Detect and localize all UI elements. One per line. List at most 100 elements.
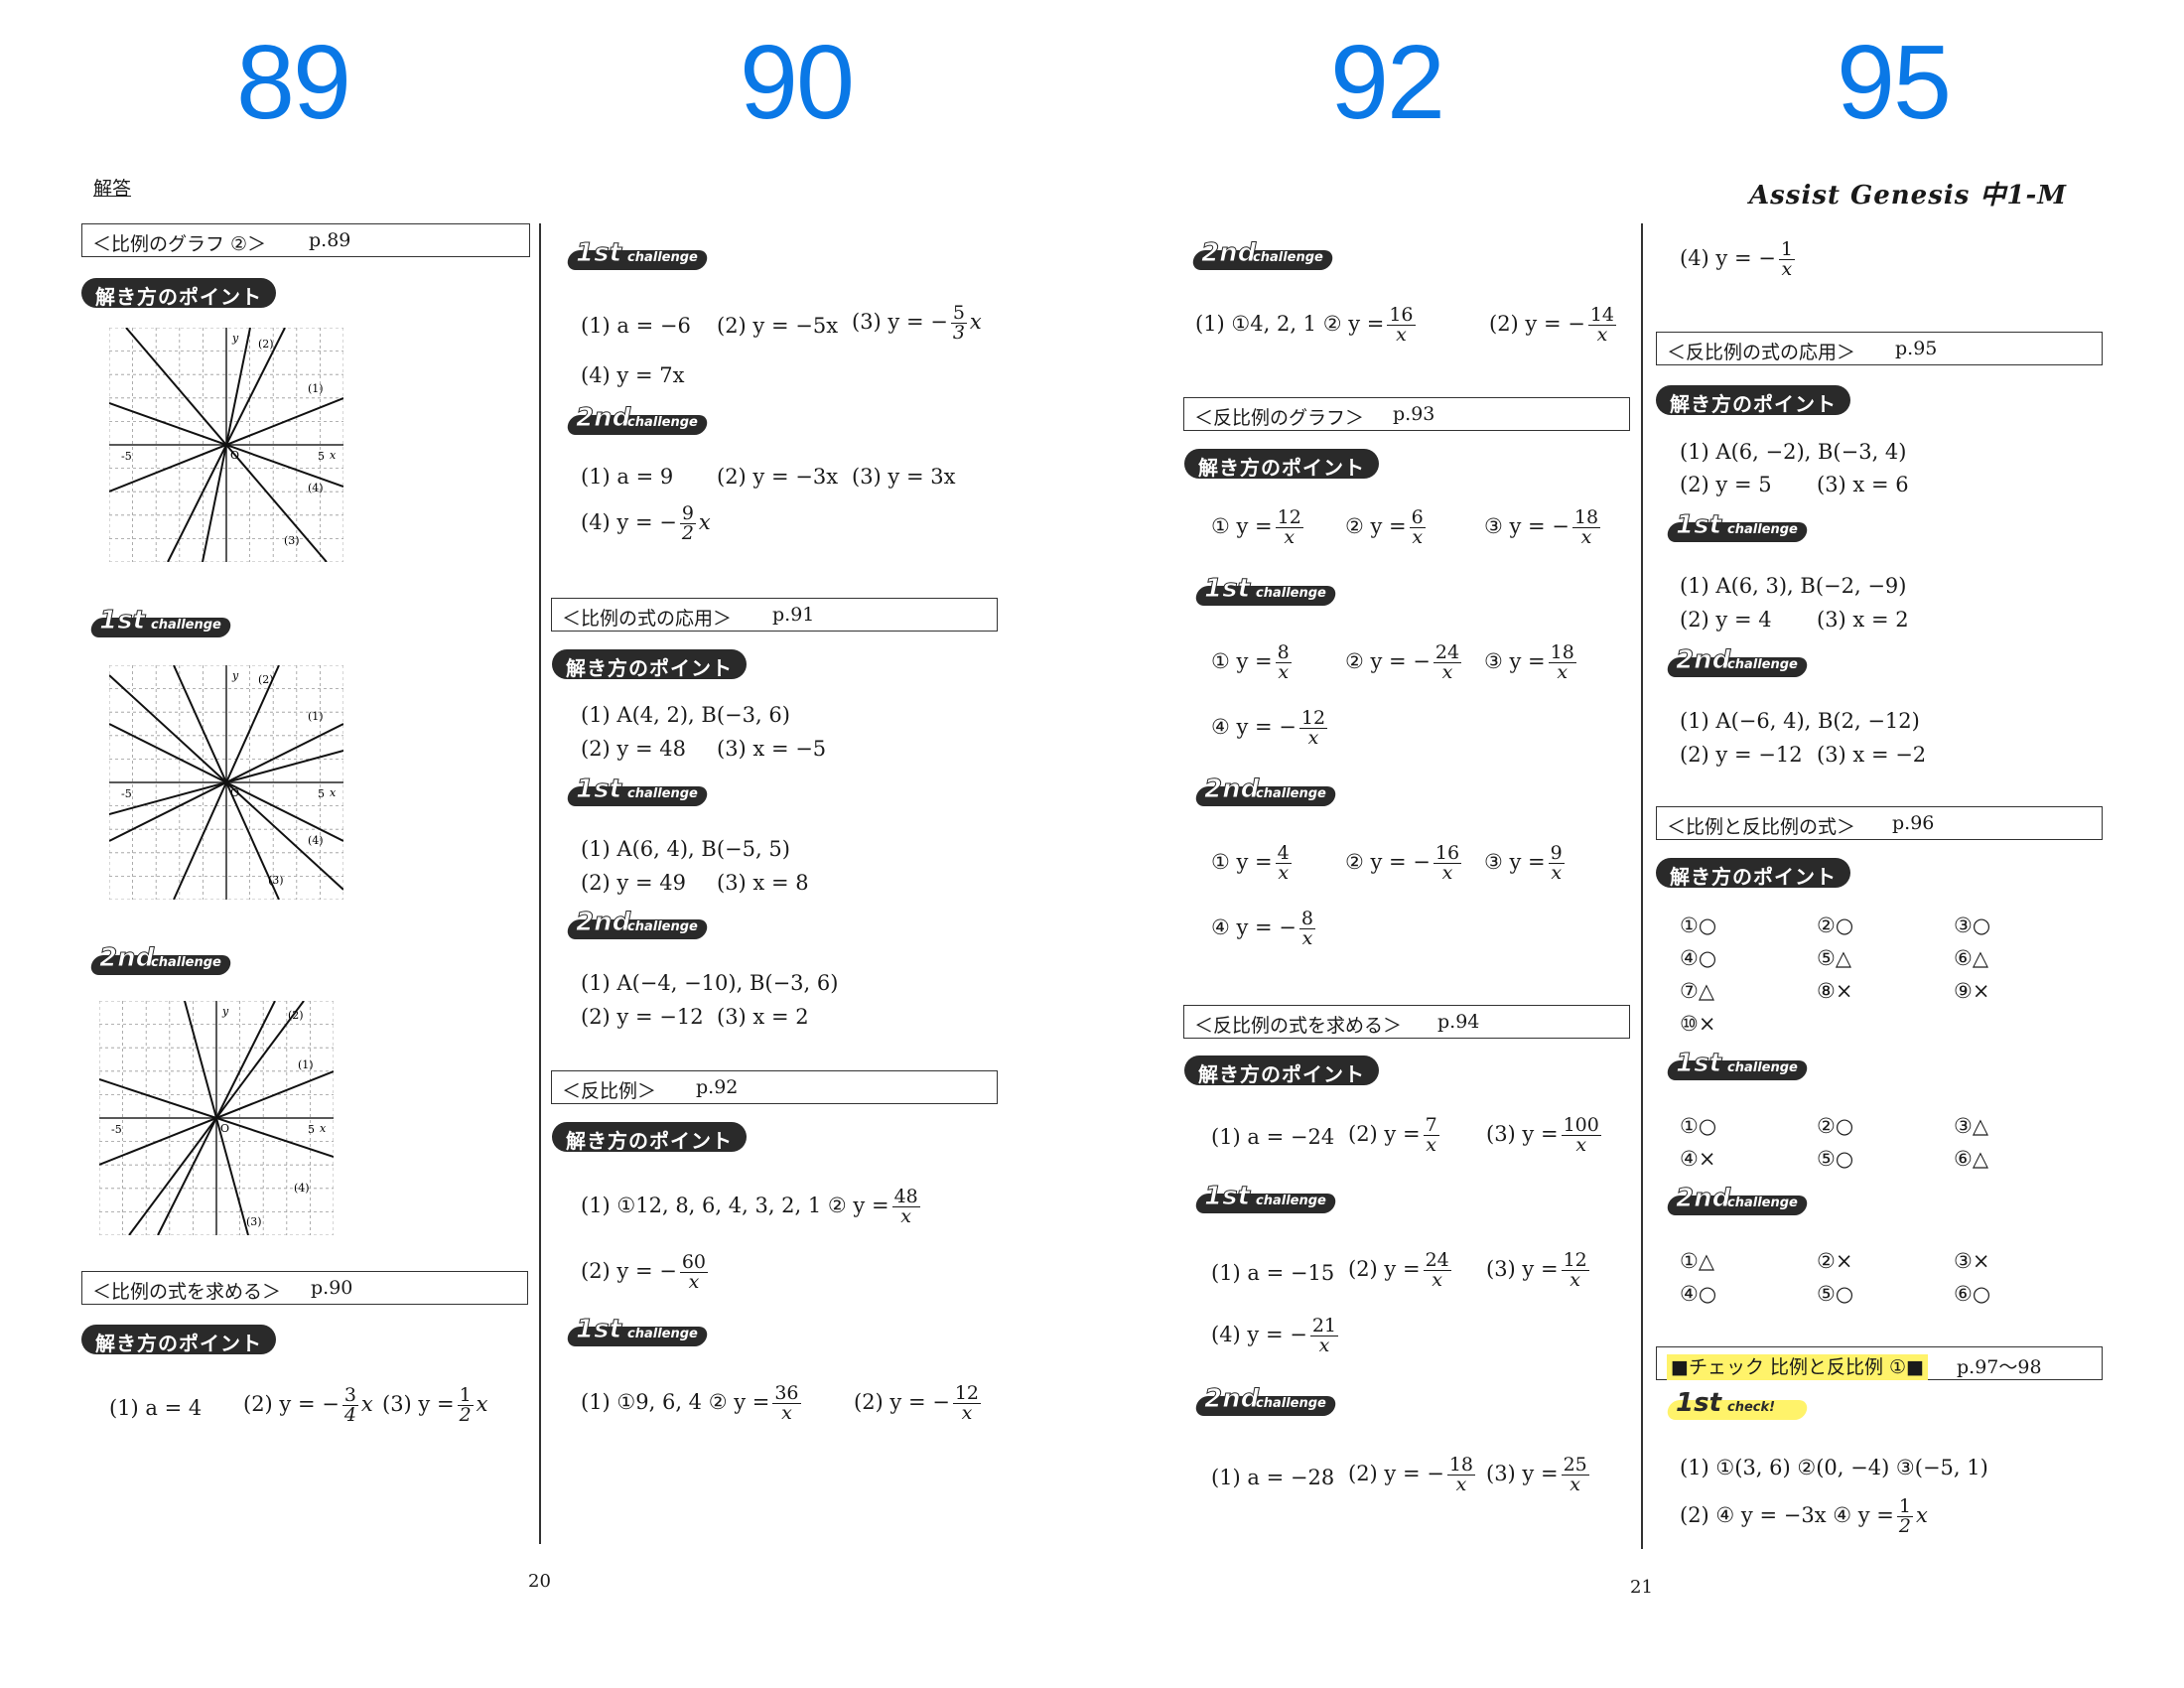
badge-label: challenge — [627, 786, 698, 801]
mark: ①△ — [1680, 1249, 1714, 1273]
mark: ③△ — [1954, 1114, 1988, 1138]
badge-label: 2nd — [1203, 1384, 1260, 1415]
badge-label: challenge — [627, 919, 698, 934]
denominator: x — [1575, 1134, 1587, 1156]
mark: ①○ — [1680, 1114, 1717, 1138]
answer: (3) x = 2 — [1817, 608, 1909, 632]
fraction: 48 x — [891, 1188, 920, 1227]
badge-label: challenge — [151, 618, 221, 633]
answer-text: (2) y = − — [1489, 312, 1585, 336]
fraction: 16 x — [1387, 304, 1416, 345]
answer-text: ① y = — [1211, 649, 1273, 673]
point-badge: 解き方のポイント — [1184, 449, 1379, 480]
numerator: 7 — [1423, 1114, 1439, 1136]
graph-line-label: (1) — [308, 382, 324, 395]
variable: x — [698, 510, 711, 534]
answer: (4) y = −21 x — [1211, 1317, 1341, 1355]
section-page: p.92 — [696, 1076, 739, 1098]
answer-text: ① y = — [1211, 850, 1273, 874]
denominator: 4 — [343, 1404, 356, 1426]
mark: ④○ — [1680, 1282, 1717, 1306]
answer: (2) y = 5 — [1680, 473, 1772, 496]
answer: (2) y = −14 x — [1489, 306, 1619, 345]
answer-text: (2) y = − — [854, 1390, 950, 1414]
mark: ⑤△ — [1817, 946, 1851, 970]
graph-tick: 5 — [318, 787, 325, 800]
answer-text: (4) y = − — [581, 510, 677, 534]
mark: ③○ — [1954, 914, 1991, 937]
graph-x-label: x — [330, 449, 337, 462]
brand-title: Assist Genesis 中1-M — [1749, 181, 2068, 211]
section-page: p.89 — [309, 229, 351, 251]
denominator: 2 — [459, 1404, 472, 1426]
variable: x — [476, 1392, 488, 1416]
numerator: 16 — [1387, 304, 1416, 326]
numerator: 24 — [1433, 641, 1462, 663]
answer: ① y = 12 x — [1211, 508, 1306, 547]
section-header: ＜反比例の式の応用＞ p.95 — [1656, 332, 2103, 365]
answer-text: (2) y = − — [1348, 1462, 1444, 1485]
mark: ⑧× — [1817, 979, 1853, 1003]
section-page: p.97～98 — [1957, 1356, 2042, 1378]
badge-label: 1st — [576, 1315, 622, 1345]
answer-text: ② y = — [1345, 514, 1407, 538]
point-badge: 解き方のポイント — [1656, 858, 1850, 889]
badge-label: challenge — [627, 415, 698, 430]
graph-origin: O — [220, 1122, 229, 1135]
point-badge: 解き方のポイント — [81, 278, 276, 309]
section-title: ＜反比例のグラフ＞ — [1194, 407, 1365, 429]
fraction: 16 x — [1433, 842, 1462, 883]
section-title: ＜反比例＞ — [562, 1080, 657, 1102]
fraction: 60 x — [679, 1253, 709, 1292]
badge-label: challenge — [1727, 522, 1798, 537]
numerator: 100 — [1561, 1114, 1601, 1136]
answer: (4) y = 7x — [581, 363, 685, 387]
numerator: 16 — [1433, 842, 1462, 864]
badge-label: 1st — [1204, 574, 1251, 605]
numerator: 36 — [772, 1382, 801, 1404]
section-page: p.91 — [772, 604, 815, 626]
graph-tick: 5 — [308, 1123, 315, 1136]
answer: (3) y = 100 x — [1486, 1116, 1604, 1155]
answer: (1) a = −28 — [1211, 1466, 1335, 1489]
variable: x — [360, 1392, 373, 1416]
badge-label: 1st — [576, 774, 622, 805]
answer: (3) x = −5 — [717, 737, 827, 761]
section-page: p.95 — [1895, 338, 1938, 359]
fraction: 36 x — [772, 1382, 801, 1423]
section-page: p.93 — [1393, 403, 1435, 425]
denominator: x — [900, 1205, 912, 1227]
numerator: 8 — [1298, 908, 1316, 929]
badge-label: challenge — [1253, 250, 1323, 265]
answer: (1) A(6, 4), B(−5, 5) — [581, 837, 790, 861]
badge-label: challenge — [1727, 657, 1798, 672]
section-page: p.90 — [311, 1277, 353, 1299]
proportion-graph-2: y x -5 5 O (2) (1) (4) (3) — [109, 665, 343, 900]
page-number-90: 90 — [740, 24, 855, 141]
denominator: x — [1455, 1474, 1467, 1495]
mark: ④× — [1680, 1147, 1716, 1171]
answer: ② y = −24 x — [1345, 643, 1464, 682]
fraction: 12 x — [952, 1384, 982, 1423]
answer: ① y = 8 x — [1211, 643, 1295, 682]
answer: (1) ①4, 2, 1 ② y = 16 x — [1195, 306, 1419, 345]
numerator: 9 — [679, 502, 696, 524]
answer: (2) y = 24 x — [1348, 1251, 1454, 1290]
answer: (2) y = −3x — [717, 465, 839, 489]
section-header: ＜反比例のグラフ＞ p.93 — [1183, 397, 1630, 431]
answer-text: ① y = — [1211, 514, 1273, 538]
mark: ②○ — [1817, 914, 1854, 937]
denominator: 2 — [1898, 1515, 1911, 1537]
answer-text: (2) y = — [1348, 1122, 1421, 1146]
answer-text: (3) y = − — [852, 310, 948, 334]
numerator: 24 — [1423, 1249, 1451, 1271]
mark: ①○ — [1680, 914, 1717, 937]
mark: ②× — [1817, 1249, 1853, 1273]
answer: (4) y = −9 2 x — [581, 504, 711, 543]
answer-text: (3) y = — [1486, 1462, 1559, 1485]
